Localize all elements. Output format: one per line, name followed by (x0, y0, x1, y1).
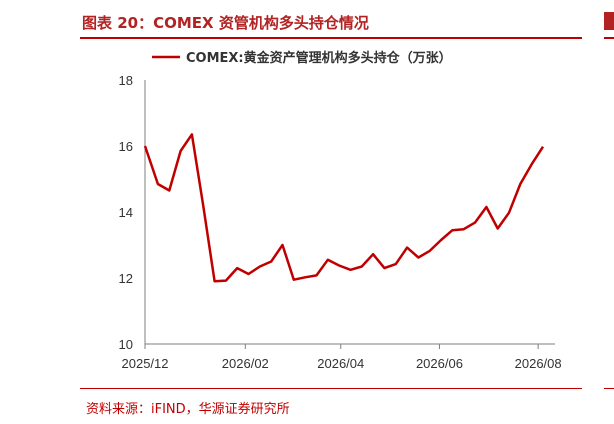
next-figure-rule (604, 37, 614, 39)
title-rule (80, 37, 582, 39)
y-tick-label: 18 (119, 73, 133, 88)
x-tick-label: 2026/02 (222, 356, 269, 371)
y-tick-label: 14 (119, 205, 133, 220)
figure-title: 图表 20：COMEX 资管机构多头持仓情况 (82, 14, 369, 32)
x-tick-label: 2025/12 (122, 356, 169, 371)
next-figure-marker (604, 12, 614, 30)
next-figure-rule-bottom (604, 388, 614, 389)
y-tick-label: 10 (119, 337, 133, 352)
legend: COMEX:黄金资产管理机构多头持仓（万张） (152, 50, 452, 66)
x-tick-label: 2026/08 (515, 356, 562, 371)
source-rule (80, 388, 582, 389)
y-tick-label: 16 (119, 139, 133, 154)
x-tick-label: 2026/06 (416, 356, 463, 371)
legend-label: COMEX:黄金资产管理机构多头持仓（万张） (186, 50, 452, 66)
source-note: 资料来源：iFIND，华源证券研究所 (86, 402, 290, 417)
y-tick-label: 12 (119, 271, 133, 286)
x-tick-label: 2026/04 (317, 356, 364, 371)
x-tick-labels: 2025/12 2026/02 2026/04 2026/06 2026/08 (122, 344, 562, 371)
series-line-comex-gold-longs (143, 133, 545, 283)
y-tick-labels: 10 12 14 16 18 (119, 73, 133, 352)
